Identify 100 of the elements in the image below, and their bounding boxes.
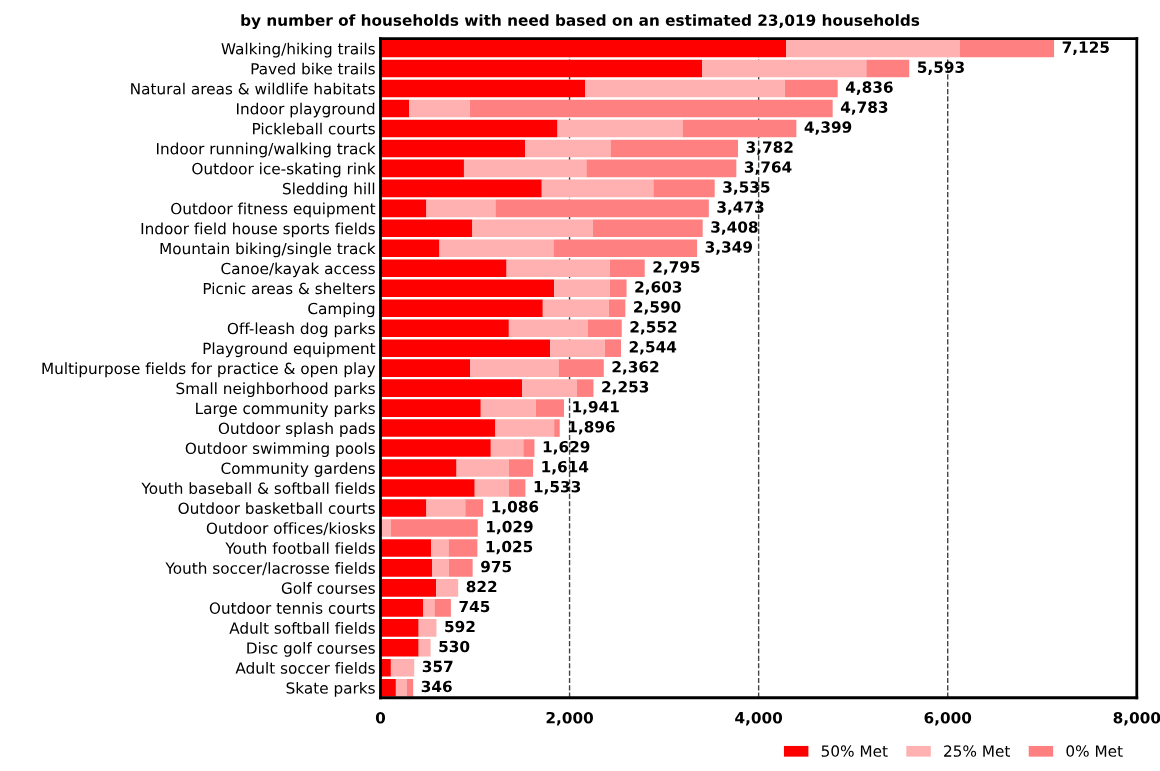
bar (557, 119, 683, 138)
bar (553, 239, 698, 258)
bar (592, 219, 703, 238)
total-label: 530 (439, 640, 470, 653)
x-tick-label: 6,000 (924, 711, 972, 726)
bar (380, 379, 523, 397)
bar (380, 59, 703, 78)
bar (380, 179, 542, 198)
bar (604, 339, 621, 357)
bar (423, 599, 435, 617)
x-tick-label: 4,000 (735, 711, 783, 726)
bar (490, 439, 524, 457)
total-label: 4,783 (840, 101, 888, 115)
total-label: 2,362 (612, 361, 659, 375)
bar (380, 259, 507, 278)
bar (480, 399, 536, 417)
y-tick-label: Playground equipment (203, 342, 376, 358)
bar (431, 539, 449, 557)
y-tick-label: Natural areas & wildlife habitats (131, 82, 375, 95)
bar (380, 39, 787, 58)
bar (495, 199, 709, 218)
y-tick-label: Youth baseball & softball fields (141, 482, 375, 495)
total-label: 5,593 (917, 61, 964, 75)
bar (610, 139, 739, 158)
total-label: 3,535 (723, 181, 770, 195)
total-label: 975 (481, 560, 512, 573)
legend-label: 50% Met (821, 745, 888, 757)
bar (436, 579, 459, 597)
bar (380, 99, 410, 118)
total-label: 3,782 (746, 141, 793, 155)
bar (522, 379, 577, 397)
bar (535, 399, 564, 417)
total-label: 2,253 (602, 381, 649, 395)
legend-label: 0% Met (1066, 745, 1123, 757)
bar (508, 479, 526, 497)
bar (380, 619, 419, 637)
y-tick-label: Outdoor offices/kiosks (206, 522, 375, 536)
bar (380, 159, 464, 178)
bar (380, 479, 475, 497)
bar (418, 619, 437, 637)
total-label: 3,764 (744, 161, 792, 175)
total-label: 1,025 (486, 540, 533, 555)
total-label: 1,029 (487, 520, 533, 535)
bar (470, 359, 559, 377)
bar (448, 559, 473, 577)
bar (469, 99, 833, 118)
total-label: 1,086 (492, 500, 539, 515)
y-tick-label: Skate parks (286, 681, 375, 697)
bar (434, 599, 451, 617)
total-label: 2,552 (630, 321, 677, 335)
bar (395, 678, 407, 697)
y-tick-label: Outdoor fitness equipment (171, 202, 376, 218)
bar (550, 339, 605, 357)
bar (380, 579, 437, 597)
y-tick-label: Mountain biking/single track (160, 242, 376, 258)
bar (448, 539, 478, 557)
total-label: 2,795 (653, 261, 700, 275)
y-tick-label: Outdoor ice-skating rink (192, 162, 376, 178)
bar (380, 279, 555, 298)
bar (456, 459, 509, 477)
bar (380, 119, 558, 138)
bar (682, 119, 797, 138)
bar (588, 319, 622, 337)
bar (702, 59, 867, 78)
y-tick-label: Youth football fields (225, 542, 375, 554)
bar (960, 39, 1055, 58)
total-label: 3,408 (711, 221, 758, 235)
y-tick-label: Golf courses (281, 582, 375, 594)
bar (508, 459, 534, 477)
y-tick-label: Disc golf courses (247, 642, 375, 657)
bar (784, 79, 838, 98)
y-tick-label: Youth soccer/lacrosse fields (165, 562, 375, 576)
bar (554, 419, 560, 437)
y-tick-label: Camping (308, 302, 375, 318)
y-tick-label: Indoor field house sports fields (141, 222, 375, 238)
total-label: 357 (422, 660, 453, 673)
total-label: 3,473 (717, 201, 764, 215)
x-tick-label: 8,000 (1113, 711, 1160, 726)
y-tick-label: Picnic areas & shelters (203, 282, 375, 295)
bar (426, 199, 496, 218)
y-tick-label: Outdoor splash pads (218, 422, 375, 438)
y-tick-label: Pickleball courts (253, 122, 375, 135)
y-tick-label: Small neighborhood parks (176, 382, 375, 398)
bar (608, 299, 626, 318)
total-label: 592 (445, 620, 475, 633)
total-label: 1,533 (534, 480, 581, 495)
bar (541, 179, 654, 198)
bar (380, 399, 481, 417)
bar (380, 299, 543, 318)
bar (380, 539, 432, 557)
y-tick-label: Adult soccer fields (235, 661, 375, 674)
bar (463, 159, 587, 178)
bar (653, 179, 715, 198)
bar (609, 279, 627, 298)
total-label: 2,590 (634, 301, 681, 315)
bar (409, 99, 470, 118)
x-tick-label: 2,000 (546, 711, 593, 726)
bar (786, 39, 961, 58)
bar (472, 219, 593, 238)
legend-label: 25% Met (944, 745, 1011, 757)
